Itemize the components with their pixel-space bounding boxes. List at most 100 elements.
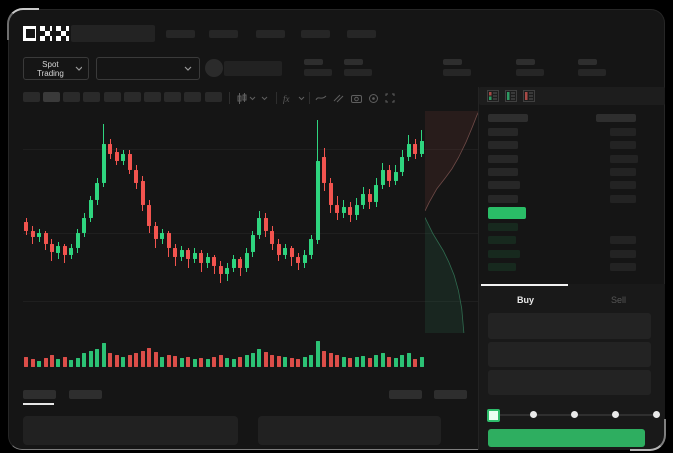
timeframe-button[interactable]: [124, 92, 141, 102]
timeframe-button[interactable]: [63, 92, 80, 102]
slider-stop-dot[interactable]: [530, 411, 538, 418]
bid-row-price[interactable]: [488, 262, 516, 271]
pair-selector-dropdown[interactable]: [96, 57, 200, 80]
nav-item-placeholder[interactable]: [347, 30, 376, 38]
candle: [302, 254, 307, 264]
volume-bar: [393, 358, 398, 367]
timeframe-button[interactable]: [104, 92, 121, 102]
tab-sell[interactable]: Sell: [572, 284, 665, 316]
chart-style-dropdown[interactable]: [236, 92, 256, 104]
candle: [24, 222, 28, 231]
volume-bar: [225, 358, 229, 367]
okx-logo[interactable]: [23, 26, 70, 41]
bid-row-amount[interactable]: [610, 262, 636, 271]
stat-label-placeholder: [443, 59, 462, 65]
bottom-action-placeholder[interactable]: [389, 390, 422, 399]
bid-row-price[interactable]: [488, 236, 516, 245]
ask-row-amount[interactable]: [610, 167, 636, 176]
ask-row-price[interactable]: [488, 141, 518, 150]
market-type-dropdown[interactable]: Spot Trading: [23, 57, 89, 80]
nav-item-placeholder[interactable]: [301, 30, 330, 38]
orderbook-view-toolbar: [479, 87, 665, 105]
ask-row-amount[interactable]: [610, 181, 636, 190]
tab-buy-label: Buy: [516, 295, 534, 305]
bid-row-price[interactable]: [488, 223, 518, 231]
candle: [263, 217, 268, 231]
timeframe-button[interactable]: [164, 92, 181, 102]
drawing-tools-button[interactable]: [315, 92, 327, 104]
history-tab[interactable]: [69, 390, 102, 399]
candle: [173, 248, 178, 257]
toolbar-divider: [229, 92, 230, 104]
volume-bar: [108, 353, 113, 367]
nav-item-placeholder[interactable]: [209, 30, 238, 38]
timeframe-button[interactable]: [205, 92, 222, 102]
diagonal-lines-icon: [333, 94, 344, 103]
ask-row-amount[interactable]: [610, 141, 636, 150]
volume-bar: [361, 356, 366, 367]
ask-row-price[interactable]: [488, 181, 520, 190]
candle: [192, 252, 197, 259]
bottom-action-placeholder[interactable]: [434, 390, 467, 399]
search-input[interactable]: [71, 25, 155, 42]
timeframe-button-active[interactable]: [43, 92, 60, 102]
candle: [276, 243, 281, 255]
slider-stop-dot[interactable]: [652, 411, 660, 418]
app-window: Spot Trading: [7, 8, 666, 451]
timeframe-button[interactable]: [144, 92, 161, 102]
last-price-bar[interactable]: [488, 207, 526, 219]
candle: [166, 232, 171, 249]
stat-value-placeholder: [443, 69, 471, 76]
candle: [354, 204, 359, 216]
candle: [361, 193, 366, 205]
volume-bar: [387, 357, 392, 367]
orderbook-combined-view-icon[interactable]: [487, 90, 499, 102]
overlay-dropdown[interactable]: [261, 92, 268, 104]
tab-buy[interactable]: Buy: [479, 283, 572, 316]
ask-row-amount[interactable]: [610, 154, 638, 163]
slider-stop-dot[interactable]: [611, 411, 619, 418]
timeframe-button[interactable]: [23, 92, 40, 102]
ask-row-price[interactable]: [488, 128, 518, 136]
ask-row-price[interactable]: [488, 194, 518, 203]
volume-bar: [30, 359, 35, 367]
volume-bar: [322, 351, 327, 367]
compare-button[interactable]: [333, 92, 344, 104]
ask-row-price[interactable]: [488, 154, 518, 163]
timeframe-button[interactable]: [184, 92, 201, 102]
screenshot-button[interactable]: [351, 92, 362, 104]
nav-item-placeholder[interactable]: [256, 30, 285, 38]
nav-item-placeholder[interactable]: [166, 30, 195, 38]
bid-row-amount[interactable]: [610, 236, 636, 245]
volume-bar: [270, 355, 275, 367]
tab-sell-label: Sell: [610, 295, 626, 305]
indicators-dropdown[interactable]: fx: [283, 92, 305, 104]
volume-bar: [75, 358, 80, 367]
fullscreen-button[interactable]: [385, 92, 395, 104]
volume-bar: [231, 359, 236, 367]
ask-row-amount[interactable]: [610, 194, 636, 203]
slider-stop-dot[interactable]: [571, 411, 578, 418]
chart-settings-button[interactable]: [368, 92, 379, 104]
price-input[interactable]: [488, 313, 651, 339]
buy-submit-button[interactable]: [488, 429, 645, 447]
timeframe-button[interactable]: [83, 92, 100, 102]
bid-row-price[interactable]: [488, 249, 520, 258]
orders-tab-active[interactable]: [23, 390, 56, 399]
amount-input[interactable]: [488, 342, 651, 367]
candlestick-chart[interactable]: [23, 113, 425, 331]
candle: [335, 204, 340, 214]
ask-row-amount[interactable]: [610, 128, 636, 136]
bid-row-amount[interactable]: [610, 249, 636, 258]
orderbook-asks-view-icon[interactable]: [523, 90, 535, 102]
orderbook-bids-view-icon[interactable]: [505, 90, 517, 102]
chart-gridline: [23, 149, 479, 150]
ask-row-price[interactable]: [488, 167, 518, 176]
candle: [328, 182, 333, 205]
candle: [296, 256, 301, 264]
volume-bar: [244, 355, 249, 367]
volume-bar: [82, 353, 87, 367]
candle: [309, 239, 314, 255]
slider-handle[interactable]: [487, 409, 500, 422]
total-input[interactable]: [488, 370, 651, 395]
